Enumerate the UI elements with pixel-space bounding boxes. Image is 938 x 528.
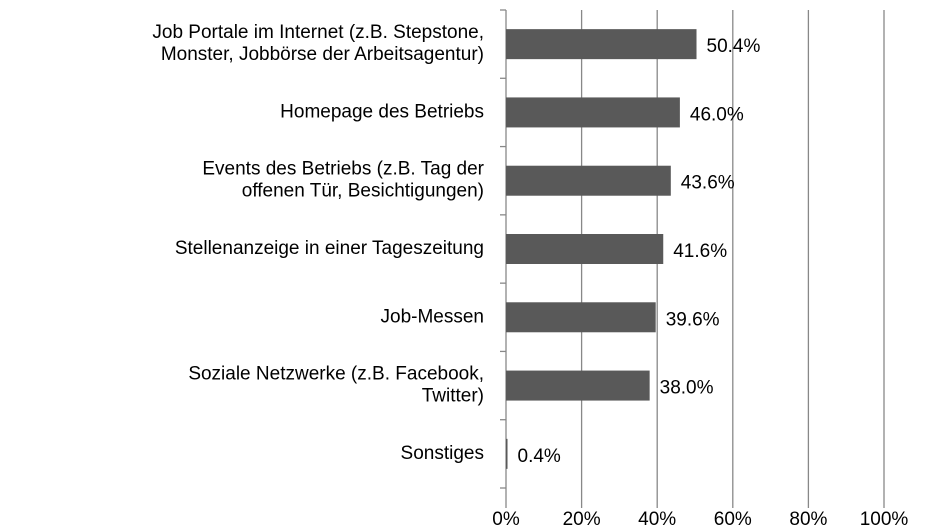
- value-label: 0.4%: [518, 446, 561, 467]
- value-label: 46.0%: [690, 104, 744, 125]
- y-tick-label: Sonstiges: [401, 443, 484, 464]
- value-label: 43.6%: [681, 173, 735, 194]
- value-label: 50.4%: [707, 36, 761, 57]
- x-tick-label: 80%: [789, 509, 827, 528]
- x-tick-label: 60%: [714, 509, 752, 528]
- y-tick-label: Events des Betriebs (z.B. Tag der offenen…: [202, 159, 484, 202]
- value-label: 41.6%: [673, 241, 727, 262]
- y-tick-label: Job-Messen: [381, 306, 485, 327]
- y-tick-label: Job Portale im Internet (z.B. Stepstone,…: [152, 22, 484, 65]
- y-tick-label: Stellenanzeige in einer Tageszeitung: [175, 238, 484, 259]
- value-label: 39.6%: [666, 309, 720, 330]
- bar: [506, 29, 697, 60]
- x-tick-label: 20%: [563, 509, 601, 528]
- bar: [506, 302, 656, 333]
- x-tick-label: 0%: [492, 509, 520, 528]
- bar: [506, 234, 664, 264]
- value-label: 38.0%: [660, 378, 714, 399]
- bar: [506, 438, 508, 469]
- x-tick-label: 40%: [638, 509, 676, 528]
- x-tick-label: 100%: [860, 509, 909, 528]
- bar: [506, 97, 680, 128]
- bar: [506, 370, 650, 401]
- y-tick-label: Soziale Netzwerke (z.B. Facebook, Twitter…: [188, 364, 484, 407]
- bar: [506, 165, 671, 196]
- y-tick-label: Homepage des Betriebs: [280, 101, 484, 122]
